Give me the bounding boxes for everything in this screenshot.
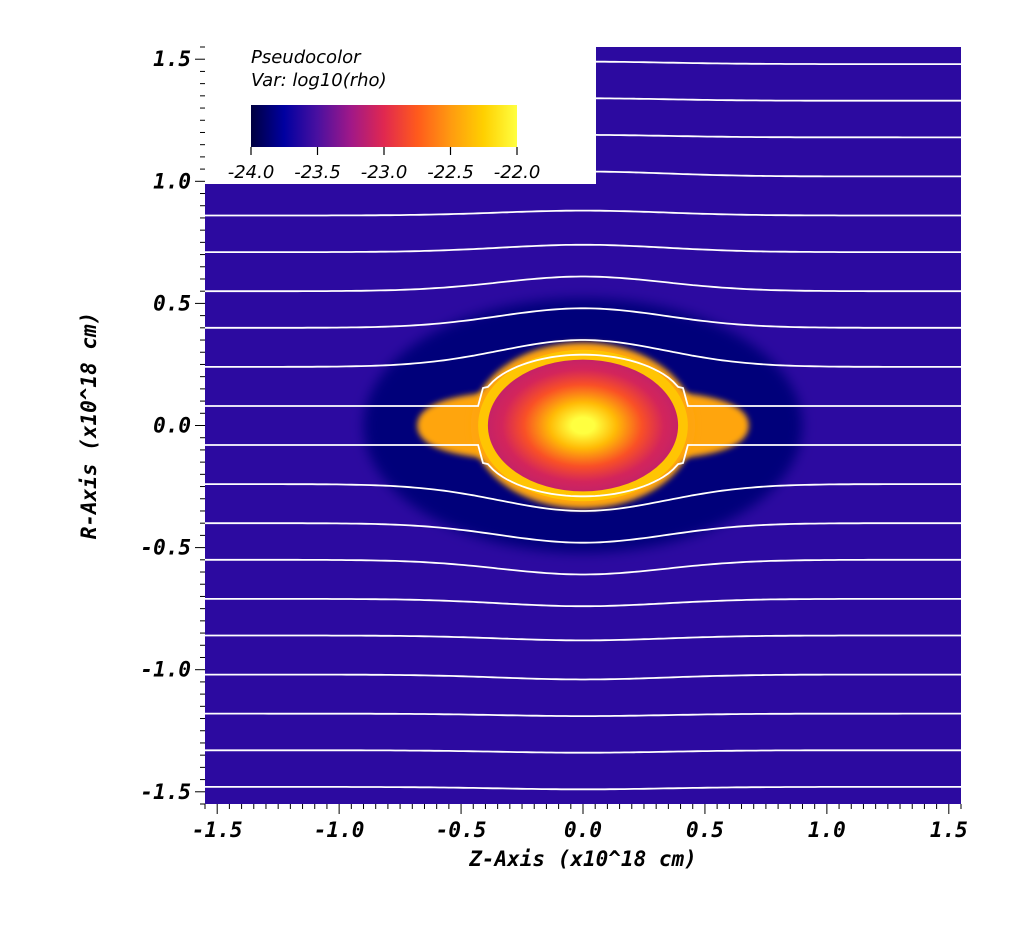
colorbar-tick-label: -22.0 bbox=[494, 162, 541, 183]
streamline bbox=[205, 353, 961, 407]
x-tick-label: 1.5 bbox=[930, 818, 968, 842]
x-tick-label: -1.0 bbox=[314, 818, 365, 842]
density-core bbox=[487, 359, 679, 492]
colorbar-tick-label: -23.0 bbox=[361, 162, 408, 183]
streamline bbox=[205, 673, 961, 681]
y-axis-tick-labels: 1.5 1.0 0.5 0.0 -0.5 -1.0 -1.5 bbox=[140, 47, 191, 804]
streamline bbox=[205, 307, 961, 329]
colorbar bbox=[251, 105, 517, 147]
density-field bbox=[363, 298, 803, 553]
x-tick-label: 0.0 bbox=[564, 818, 602, 842]
streamline bbox=[205, 786, 961, 791]
y-tick-label: 1.0 bbox=[153, 169, 191, 193]
x-axis-ticks bbox=[204, 804, 962, 814]
y-tick-label: 0.0 bbox=[153, 414, 191, 438]
x-axis-tick-labels: -1.5 -1.0 -0.5 0.0 0.5 1.0 1.5 bbox=[192, 818, 968, 842]
legend-variable: Var: log10(rho) bbox=[251, 70, 387, 91]
y-tick-label: 1.5 bbox=[153, 47, 191, 71]
streamline bbox=[205, 483, 961, 512]
streamline bbox=[205, 598, 961, 608]
streamline bbox=[205, 558, 961, 576]
streamline bbox=[205, 749, 961, 754]
colorbar-tick-label: -22.5 bbox=[427, 162, 474, 183]
legend-box: Pseudocolor Var: log10(rho) -24.0 -23.5 -2… bbox=[205, 47, 596, 184]
y-tick-label: -0.5 bbox=[140, 536, 191, 560]
y-axis-title: R-Axis (x10^18 cm) bbox=[77, 312, 101, 540]
y-tick-label: 0.5 bbox=[153, 291, 191, 315]
streamline bbox=[205, 275, 961, 293]
colorbar-tick-label: -24.0 bbox=[228, 162, 275, 183]
streamline bbox=[205, 634, 961, 642]
x-tick-label: 0.5 bbox=[686, 818, 724, 842]
y-tick-label: -1.5 bbox=[140, 780, 191, 804]
colorbar-tick-label: -23.5 bbox=[294, 162, 341, 183]
streamline bbox=[205, 712, 961, 717]
streamline bbox=[205, 522, 961, 544]
x-axis-title: Z-Axis (x10^18 cm) bbox=[468, 847, 697, 871]
streamline bbox=[205, 339, 961, 368]
x-tick-label: 1.0 bbox=[808, 818, 846, 842]
y-tick-label: -1.0 bbox=[140, 658, 191, 682]
streamline bbox=[205, 243, 961, 254]
streamline bbox=[205, 209, 961, 217]
x-tick-label: -0.5 bbox=[436, 818, 487, 842]
streamline bbox=[205, 444, 961, 498]
x-tick-label: -1.5 bbox=[192, 818, 243, 842]
legend-plot-type: Pseudocolor bbox=[251, 47, 362, 68]
y-axis-ticks bbox=[195, 46, 205, 805]
colorbar-tick-labels: -24.0 -23.5 -23.0 -22.5 -22.0 bbox=[228, 147, 541, 183]
